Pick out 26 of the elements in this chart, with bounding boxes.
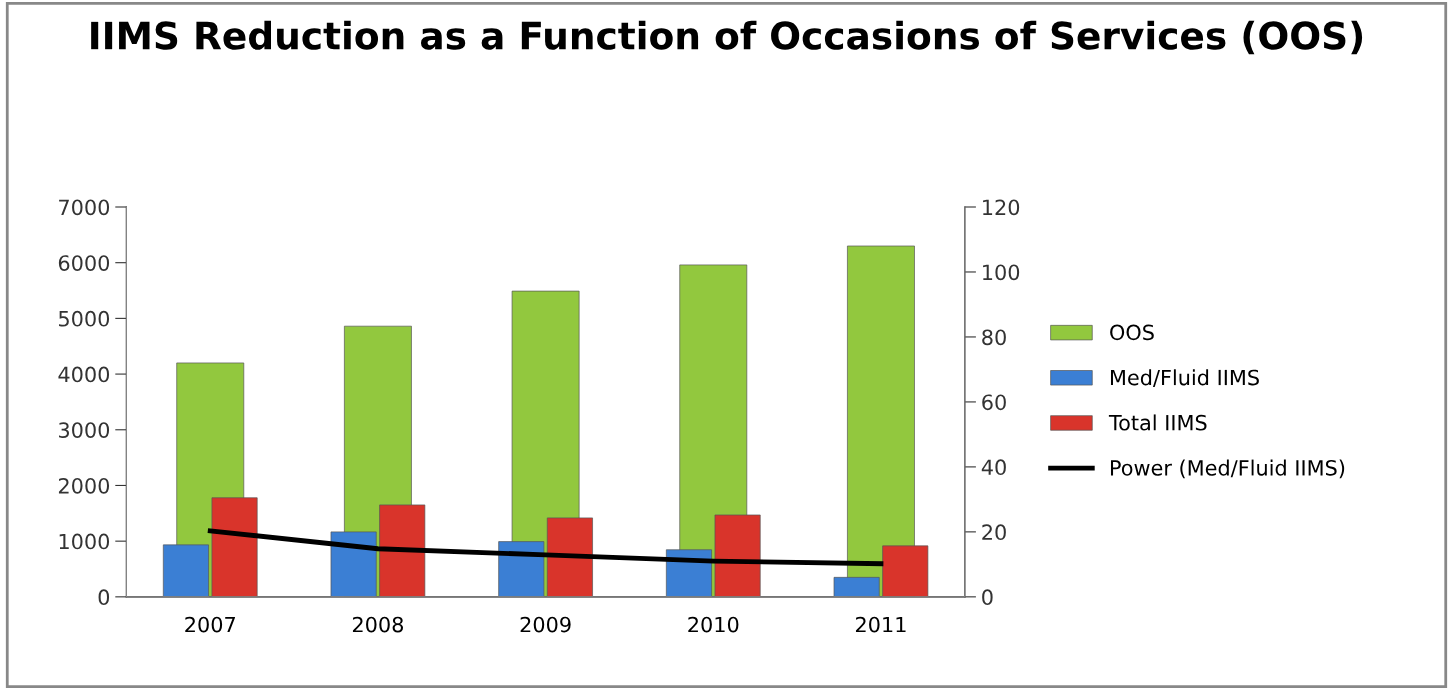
y-tick-label: 0: [98, 589, 110, 606]
y-tick-label: 1000: [59, 533, 110, 550]
y-tick-label: 4000: [58, 366, 110, 383]
y2-tick-label: 120: [983, 199, 1020, 216]
x-tick-label: 2011: [855, 616, 906, 633]
legend-label: Med/Fluid IIMS: [1110, 369, 1259, 388]
y2-tick-label: 40: [981, 459, 1006, 476]
legend-label: Power (Med/Fluid IIMS): [1110, 459, 1345, 479]
y2-tick-label: 60: [982, 394, 1006, 411]
chart-title: IIMS Reduction as a Function of Occasions of Services (OOS): [91, 20, 1363, 55]
legend-label: OOS: [1110, 324, 1154, 341]
y2-tick-label: 0: [982, 589, 993, 606]
y-tick-label: 3000: [59, 422, 110, 438]
x-tick-label: 2008: [352, 616, 404, 633]
y-tick-label: 2000: [58, 477, 110, 494]
legend-label: Total IIMS: [1108, 414, 1207, 431]
y-tick-label: 7000: [59, 199, 110, 216]
y-tick-label: 6000: [58, 255, 110, 271]
y-tick-label: 5000: [59, 310, 110, 327]
y2-tick-label: 100: [983, 264, 1020, 281]
x-tick-label: 2010: [688, 616, 739, 633]
x-tick-label: 2007: [185, 616, 235, 633]
y2-tick-label: 80: [982, 329, 1006, 346]
x-tick-label: 2009: [520, 616, 571, 633]
y2-tick-label: 20: [982, 524, 1006, 541]
line-series: [207, 528, 884, 567]
